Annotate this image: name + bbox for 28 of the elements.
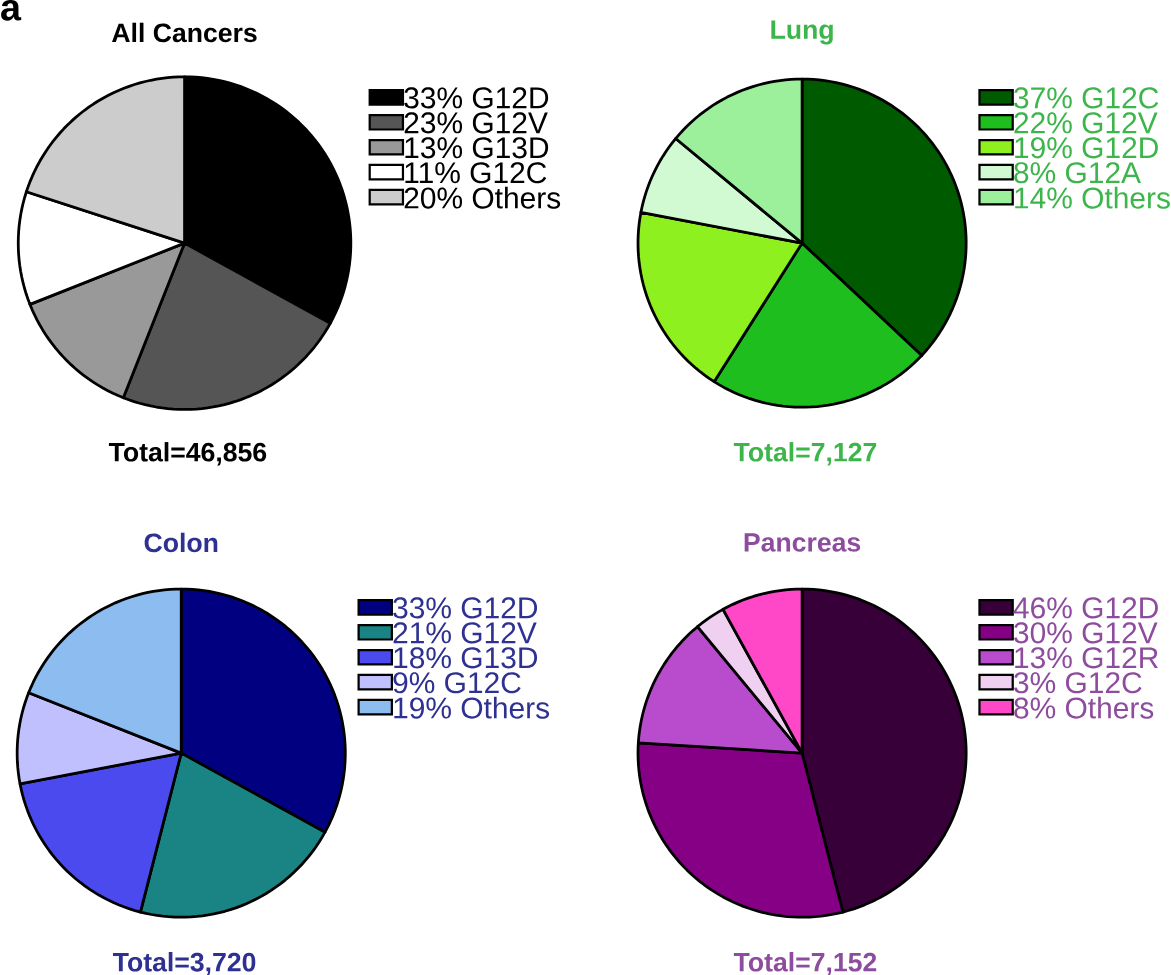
legend-label: 13% G13D: [405, 136, 549, 159]
text: Total=3,720: [112, 951, 256, 975]
legend-label: 14% Others: [1015, 186, 1170, 209]
legend-label: 37% G12C: [1014, 87, 1159, 109]
legend-label: 11% G12C: [405, 161, 547, 184]
chart-title: Lung: [771, 20, 833, 45]
chart-title: Pancreas: [744, 532, 861, 552]
legend-label: 19% Others: [394, 696, 550, 719]
legend-label: 33% G12D: [393, 597, 538, 619]
text: a: [1, 0, 22, 21]
legend-label: 8% G12A: [1014, 161, 1141, 184]
legend-label: 30% G12V: [1014, 622, 1158, 644]
legend-label: 23% G12V: [404, 112, 548, 134]
text: Total=7,152: [733, 951, 877, 975]
legend-label: 13% G12R: [1015, 646, 1158, 669]
legend-label: 3% G12C: [1014, 671, 1142, 694]
chart-title: Colon: [144, 532, 218, 553]
legend-label: 19% G12D: [1015, 136, 1158, 159]
chart-title: All Cancers: [112, 22, 257, 43]
legend-label: 21% G12V: [393, 622, 537, 644]
text: Total=46,856: [108, 441, 267, 466]
legend-label: 22% G12V: [1014, 112, 1158, 134]
legend-label: 20% Others: [404, 186, 561, 209]
legend-label: 9% G12C: [393, 671, 521, 694]
legend-label: 18% G13D: [394, 646, 538, 669]
legend-label: 33% G12D: [404, 87, 549, 109]
text: Total=7,127: [733, 441, 877, 466]
legend-label: 8% Others: [1014, 696, 1154, 719]
